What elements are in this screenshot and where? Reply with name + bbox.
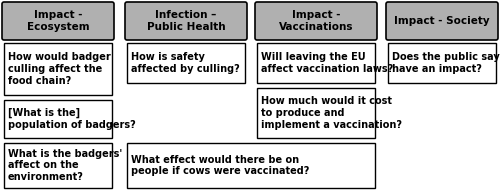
Text: How would badger
culling affect the
food chain?: How would badger culling affect the food… xyxy=(8,52,111,86)
Text: Does the public say
have an impact?: Does the public say have an impact? xyxy=(392,52,500,74)
Text: What effect would there be on
people if cows were vaccinated?: What effect would there be on people if … xyxy=(131,155,310,176)
Bar xyxy=(127,43,245,83)
FancyBboxPatch shape xyxy=(2,2,114,40)
Text: Impact - Society: Impact - Society xyxy=(394,16,490,26)
FancyBboxPatch shape xyxy=(255,2,377,40)
Text: Impact -
Vaccinations: Impact - Vaccinations xyxy=(279,10,353,32)
Bar xyxy=(257,88,375,138)
Text: [What is the]
population of badgers?: [What is the] population of badgers? xyxy=(8,108,136,130)
Bar xyxy=(388,43,496,83)
Bar xyxy=(4,143,112,188)
Text: Infection –
Public Health: Infection – Public Health xyxy=(146,10,226,32)
Text: How much would it cost
to produce and
implement a vaccination?: How much would it cost to produce and im… xyxy=(261,96,402,130)
Text: How is safety
affected by culling?: How is safety affected by culling? xyxy=(131,52,240,74)
Text: What is the badgers'
affect on the
environment?: What is the badgers' affect on the envir… xyxy=(8,149,122,182)
Bar xyxy=(257,43,375,83)
Text: Will leaving the EU
affect vaccination laws?: Will leaving the EU affect vaccination l… xyxy=(261,52,393,74)
FancyBboxPatch shape xyxy=(386,2,498,40)
Bar xyxy=(4,43,112,95)
FancyBboxPatch shape xyxy=(125,2,247,40)
Bar xyxy=(127,143,375,188)
Bar xyxy=(4,100,112,138)
Text: Impact -
Ecosystem: Impact - Ecosystem xyxy=(26,10,90,32)
